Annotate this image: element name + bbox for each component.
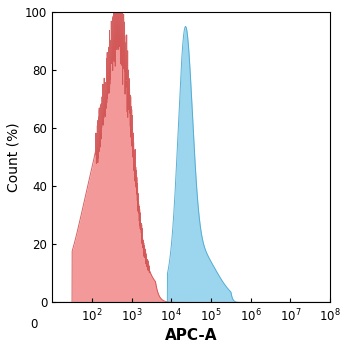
Y-axis label: Count (%): Count (%) [7,122,21,192]
X-axis label: APC-A: APC-A [165,328,218,343]
Text: 0: 0 [31,318,38,331]
